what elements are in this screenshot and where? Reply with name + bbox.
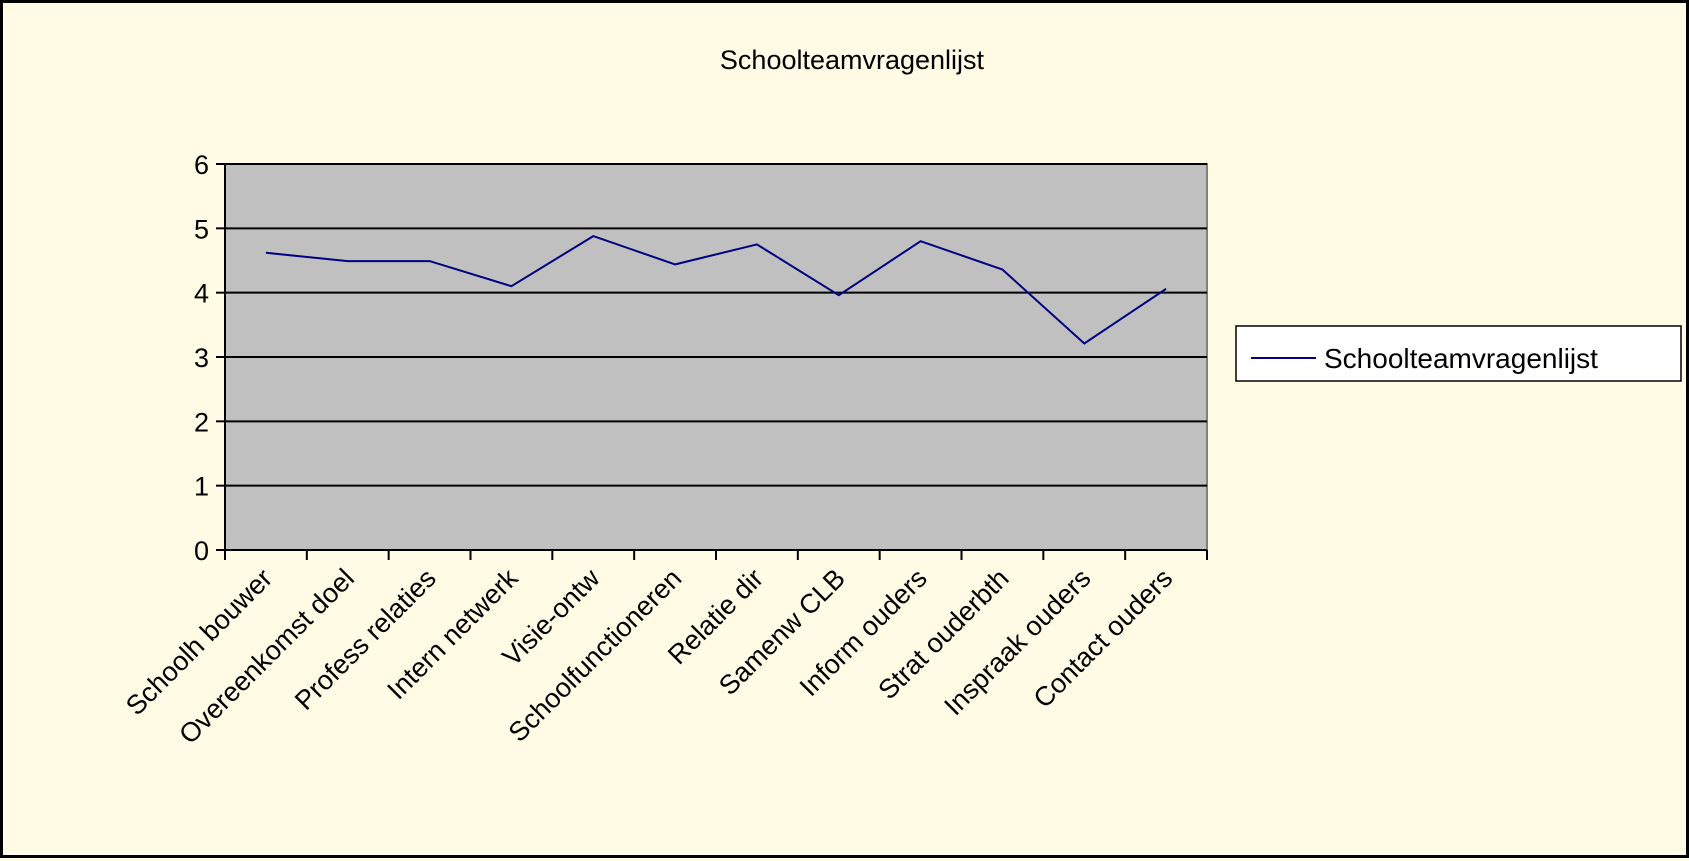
y-tick-label: 4 [194, 279, 209, 309]
y-tick-label: 1 [194, 472, 209, 502]
y-tick-label: 6 [194, 150, 209, 180]
y-tick-label: 3 [194, 343, 209, 373]
y-axis: 0 1 2 3 4 5 6 [194, 150, 225, 566]
chart-title: Schoolteamvragenlijst [720, 45, 985, 75]
legend: Schoolteamvragenlijst [1236, 326, 1681, 381]
x-tick-label: Schoolh bouwer [120, 563, 278, 721]
y-tick-label: 2 [194, 407, 209, 437]
y-tick-label: 0 [194, 536, 209, 566]
x-tick-label: Profess relaties [289, 563, 442, 716]
y-tick-label: 5 [194, 214, 209, 244]
x-tick-label: Inspraak ouders [938, 563, 1096, 721]
line-chart: Schoolteamvragenlijst 0 1 2 3 4 5 6 Schoolh bo… [3, 3, 1689, 861]
x-tick-label: Contact ouders [1028, 563, 1179, 714]
legend-label: Schoolteamvragenlijst [1324, 343, 1598, 374]
